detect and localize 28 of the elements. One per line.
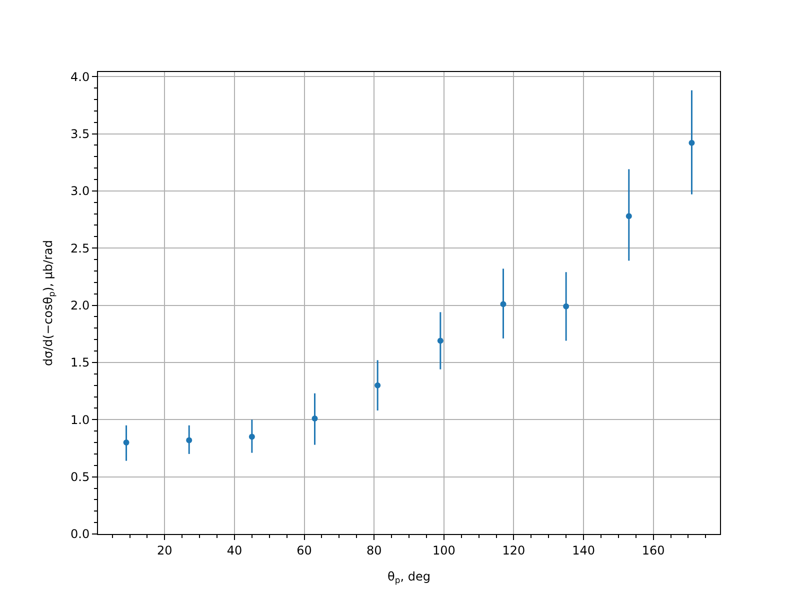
point — [312, 416, 318, 422]
y-tick-label: 3.5 — [70, 126, 90, 141]
x-tick-label: 140 — [572, 543, 595, 558]
point — [626, 213, 632, 220]
point — [374, 382, 381, 388]
point — [186, 437, 192, 444]
y-tick-label: 1.5 — [70, 356, 90, 370]
point — [500, 301, 506, 308]
y-tick-label: 4.0 — [70, 70, 90, 84]
x-tick-label: 40 — [226, 543, 242, 558]
point — [437, 338, 444, 344]
x-tick-label: 60 — [296, 543, 312, 558]
y-tick-label: 2.0 — [70, 298, 90, 312]
y-tick-label: 2.5 — [70, 241, 90, 256]
x-tick-label: 100 — [432, 543, 456, 558]
point — [688, 140, 695, 146]
point — [123, 440, 130, 446]
x-tick-label: 120 — [502, 543, 526, 558]
point — [248, 434, 255, 440]
y-tick-label: 1.0 — [70, 412, 90, 427]
x-tick-label: 20 — [157, 543, 172, 558]
x-tick-label: 80 — [366, 543, 382, 558]
y-tick-label: 0.5 — [70, 470, 90, 484]
y-tick-label: 0.0 — [70, 527, 90, 542]
x-axis-title: θ$_{p}$, deg — [388, 569, 430, 585]
point — [563, 303, 570, 310]
y-tick-label: 3.0 — [70, 184, 90, 198]
x-tick-label: 160 — [642, 543, 665, 558]
